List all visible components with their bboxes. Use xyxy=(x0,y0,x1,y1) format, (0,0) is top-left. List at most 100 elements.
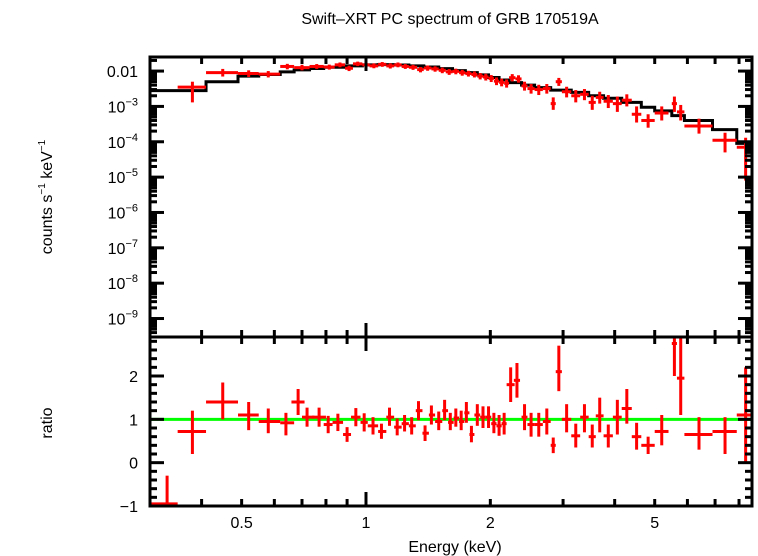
energy-x-tick-labels: 0.5 1 2 5 xyxy=(231,515,660,532)
ratio-point xyxy=(464,402,470,423)
spectrum-point xyxy=(177,81,207,103)
ratio-panel-frame xyxy=(148,335,754,508)
ratio-point xyxy=(496,415,502,436)
ratio-point xyxy=(258,408,281,434)
ratio-point xyxy=(442,399,449,421)
ratio-point xyxy=(561,404,572,433)
spectrum-point xyxy=(334,62,346,68)
y-tick-label-base: 0.01 xyxy=(107,64,138,81)
y-tick-label-exponent: −8 xyxy=(125,273,138,285)
spectrum-point xyxy=(676,104,685,121)
spectrum-point xyxy=(394,62,402,68)
spectrum-point xyxy=(345,65,353,72)
spectrum-point xyxy=(580,89,589,101)
spectrum-point xyxy=(550,97,556,110)
y-tick-label: 10−7 xyxy=(108,238,138,258)
spectrum-point xyxy=(521,81,528,91)
ratio-point xyxy=(580,404,589,433)
ratio-point xyxy=(448,412,454,431)
spectrum-point xyxy=(499,78,505,87)
y-tick-label-base: 10 xyxy=(108,170,126,187)
ratio-point xyxy=(542,408,551,435)
ratio-point xyxy=(428,405,436,425)
y-label-sup1: −1 xyxy=(37,183,48,195)
y-tick-label: 10−6 xyxy=(108,202,138,222)
ratio-data-points xyxy=(150,337,752,506)
ratio-point xyxy=(435,411,443,431)
y-tick-label-exponent: −9 xyxy=(125,309,138,321)
y-tick-label-base: 10 xyxy=(108,312,126,329)
ratio-point xyxy=(736,367,752,463)
ratio-point xyxy=(332,413,344,432)
ratio-point xyxy=(712,417,737,454)
y-tick-label-exponent: −4 xyxy=(125,132,138,144)
ratio-point xyxy=(603,424,613,448)
ratio-point xyxy=(480,406,486,428)
ratio-point xyxy=(386,407,395,426)
ratio-point xyxy=(323,415,333,434)
spectrum-point xyxy=(534,84,543,96)
spectrum-point xyxy=(423,65,432,71)
ratio-point xyxy=(378,423,387,439)
spectrum-point xyxy=(378,62,387,67)
spectrum-point xyxy=(323,64,335,70)
ratio-point xyxy=(394,418,402,436)
ratio-point xyxy=(501,412,507,435)
spectrum-point xyxy=(445,69,453,75)
ratio-point xyxy=(621,389,632,424)
spectrum-point xyxy=(595,91,604,104)
ratio-point xyxy=(491,412,497,434)
ratio-point xyxy=(550,437,556,454)
ratio-point xyxy=(534,412,543,437)
ratio-point xyxy=(206,382,239,420)
ratio-point xyxy=(280,412,295,436)
spectrum-point xyxy=(369,63,379,69)
spectrum-point xyxy=(588,95,596,110)
spectrum-point xyxy=(401,64,409,69)
spectrum-point xyxy=(603,95,613,109)
ratio-point xyxy=(641,436,655,454)
spectrum-point xyxy=(386,63,395,69)
spectrum-point xyxy=(515,75,522,83)
y-tick-label: 10−4 xyxy=(108,132,138,152)
ratio-point xyxy=(351,408,361,427)
y-axis-label-spectrum: counts s−1 keV−1 xyxy=(37,139,56,254)
ratio-y-tick-labels: 2 1 0 −1 xyxy=(120,369,138,516)
ratio-y-tick-label: −1 xyxy=(120,499,138,516)
spectrum-data-points xyxy=(177,61,752,181)
ratio-point xyxy=(408,417,416,435)
y-tick-label: 10−9 xyxy=(108,309,138,329)
ratio-point xyxy=(422,425,429,441)
x-tick-label: 1 xyxy=(362,515,371,532)
ratio-point xyxy=(595,397,604,433)
ratio-point xyxy=(555,345,562,392)
ratio-point xyxy=(150,475,178,506)
y-tick-label-exponent: −7 xyxy=(125,238,138,250)
ratio-y-tick-label: 2 xyxy=(129,369,138,386)
y-tick-label-base: 10 xyxy=(108,99,126,116)
x-tick-label: 2 xyxy=(486,515,495,532)
y-tick-label-exponent: −6 xyxy=(125,202,138,214)
y-tick-label: 10−3 xyxy=(108,96,138,116)
y-tick-label-base: 10 xyxy=(108,276,126,293)
y-label-sup2: −1 xyxy=(37,139,48,151)
spectrum-point xyxy=(238,70,259,77)
ratio-point xyxy=(311,407,326,427)
spectrum-point xyxy=(431,66,439,72)
ratio-point xyxy=(571,423,581,448)
ratio-point xyxy=(453,408,460,427)
ratio-point xyxy=(654,415,669,446)
ratio-point xyxy=(469,425,475,443)
spectrum-point xyxy=(641,114,655,128)
ratio-point xyxy=(177,410,207,454)
y-tick-label: 0.01 xyxy=(107,64,138,81)
spectrum-point xyxy=(465,70,472,77)
spectrum-axis-ticks xyxy=(150,57,752,343)
spectrum-point xyxy=(493,77,500,86)
ratio-point xyxy=(485,406,492,428)
ratio-y-tick-label: 1 xyxy=(129,412,138,429)
spectrum-panel-frame xyxy=(148,55,754,339)
ratio-point xyxy=(367,417,379,435)
